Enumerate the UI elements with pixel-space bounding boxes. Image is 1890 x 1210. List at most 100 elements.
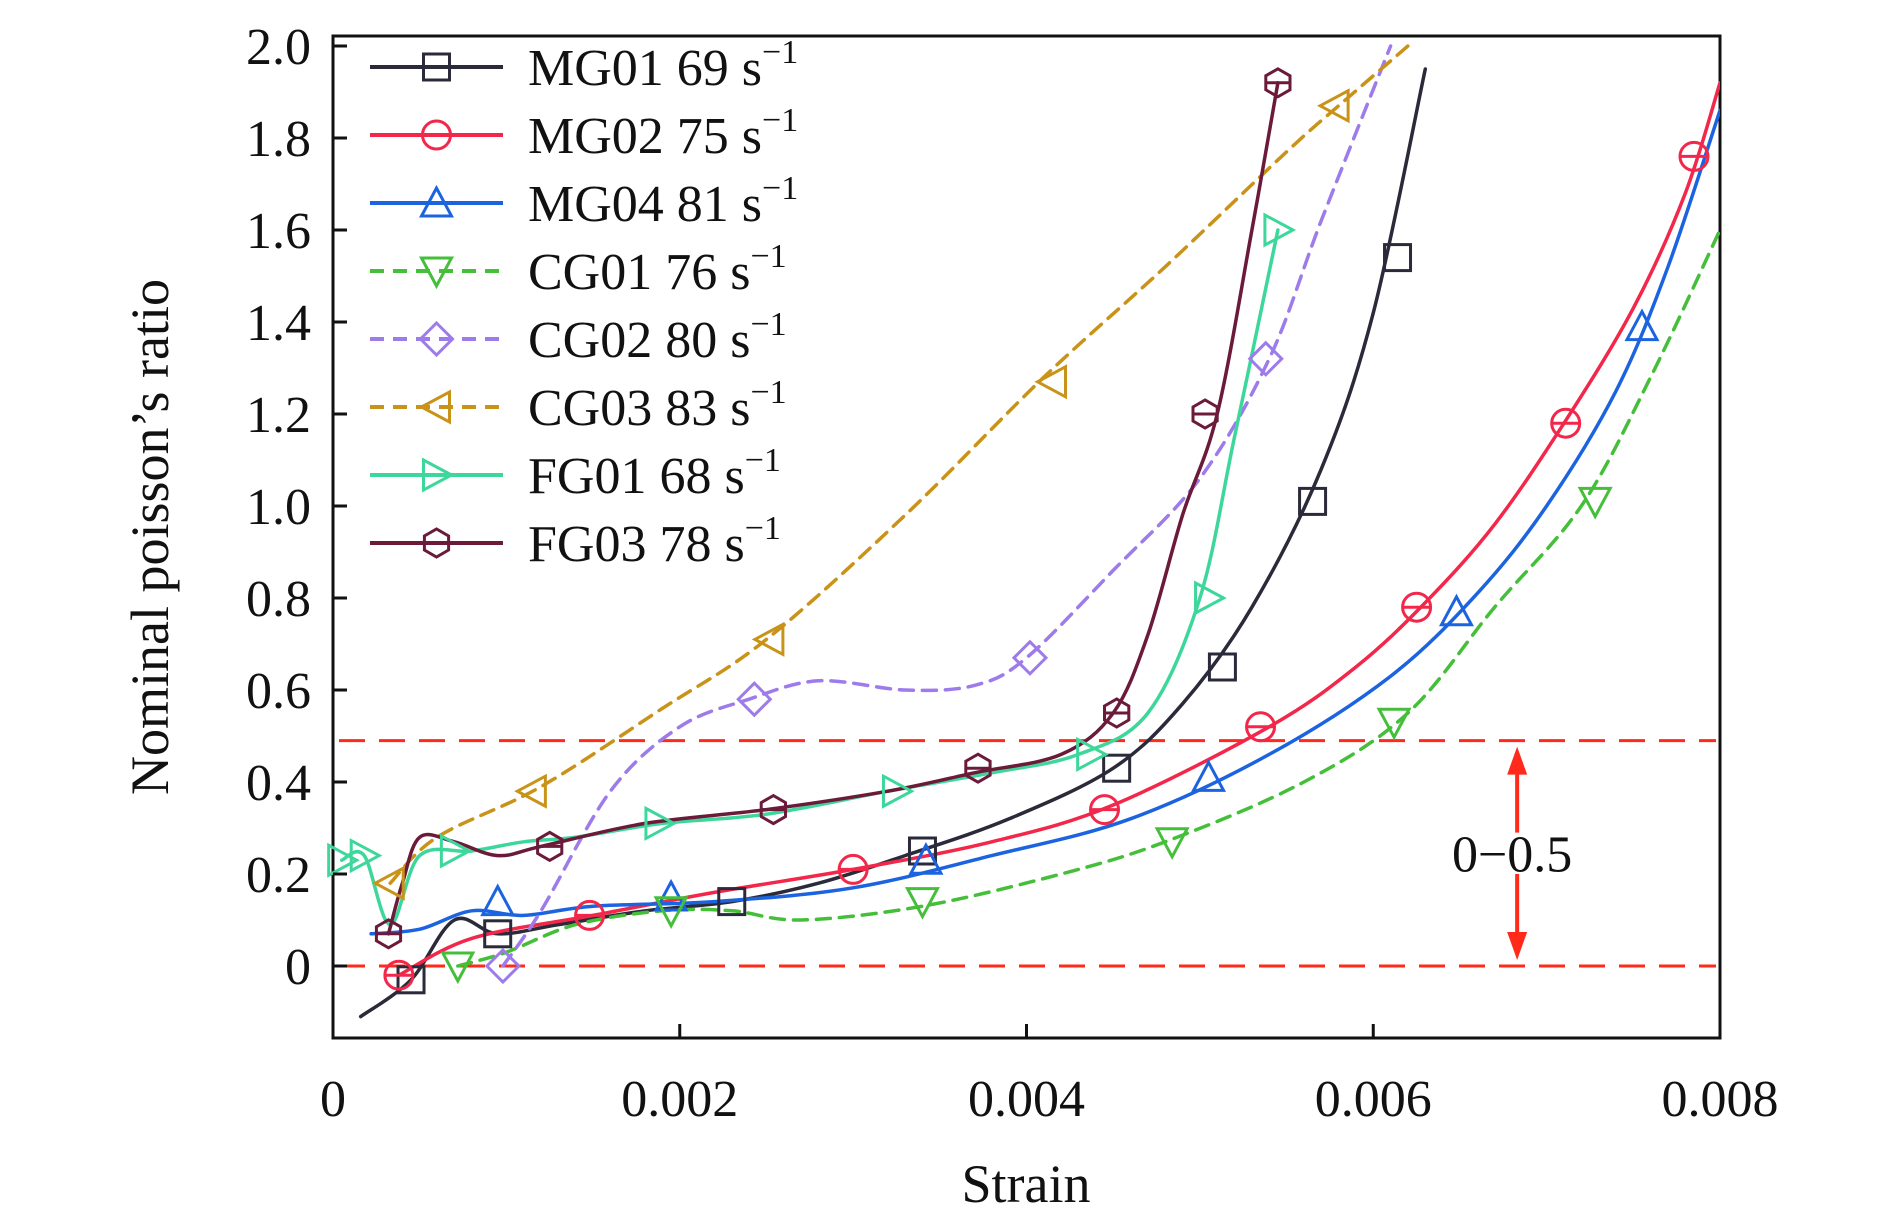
data-point-cg02 <box>484 947 522 985</box>
data-point-cg03 <box>1034 364 1068 400</box>
data-point-mg04 <box>1191 759 1227 792</box>
legend-swatch-marker-mg04 <box>418 184 455 218</box>
x-tick-label: 0.004 <box>968 1071 1085 1128</box>
data-point-cg03 <box>1316 88 1350 124</box>
data-point-fg03 <box>1103 697 1131 729</box>
data-point-mg02 <box>1245 711 1277 743</box>
series-line-mg01 <box>358 67 1428 1019</box>
data-point-mg04 <box>908 842 944 875</box>
y-tick-label: 0.2 <box>246 847 311 904</box>
data-point-mg04 <box>1438 593 1474 627</box>
legend-unit-exponent: −1 <box>745 510 781 547</box>
reference-lines <box>339 739 1716 968</box>
x-tick-label: 0 <box>320 1071 346 1128</box>
data-point-mg01 <box>1298 486 1328 516</box>
data-point-fg03 <box>374 918 403 950</box>
y-axis-title: Nominal poisson’s ratio <box>120 279 180 795</box>
series-line-fg03 <box>386 81 1280 936</box>
data-point-fg01 <box>349 838 383 874</box>
data-point-fg03 <box>536 830 564 863</box>
series-line-fg01 <box>339 228 1280 927</box>
data-point-fg01 <box>439 833 473 869</box>
y-tick-label: 0.4 <box>246 755 311 812</box>
y-tick-label: 2.0 <box>246 19 311 76</box>
x-axis-title: Strain <box>962 1154 1091 1210</box>
data-point-fg03 <box>1264 67 1292 99</box>
data-point-mg01 <box>717 887 747 917</box>
axes-layer: 0 0.002 0.004 0.006 0.008 0 0.2 0.4 0.6 0.8 1.0 1.2… <box>246 19 1779 1128</box>
data-point-mg02 <box>1401 591 1433 623</box>
data-point-mg02 <box>1550 407 1582 439</box>
data-point-cg01 <box>440 951 476 985</box>
data-point-mg01 <box>907 836 937 866</box>
legend-unit-exponent: −1 <box>750 374 786 411</box>
y-tick-label: 1.8 <box>246 111 311 168</box>
data-point-cg01 <box>1154 827 1190 860</box>
legend-label-mg02: MG02 75 s−1 <box>528 102 798 165</box>
legend-swatch-marker-cg02 <box>418 320 455 358</box>
data-point-cg02 <box>1247 340 1284 377</box>
data-point-cg02 <box>1011 639 1049 676</box>
annotation-arrow-up-head <box>1507 746 1528 775</box>
data-point-cg03 <box>514 773 547 809</box>
legend-label-fg03: FG03 78 s−1 <box>528 510 781 573</box>
data-point-fg01 <box>327 842 360 878</box>
annotation-arrow-down-head <box>1507 932 1528 960</box>
x-tick-label: 0.008 <box>1662 1071 1779 1128</box>
data-point-fg01 <box>881 773 915 809</box>
legend-unit-exponent: −1 <box>762 102 798 139</box>
legend-label-cg03: CG03 83 s−1 <box>528 374 787 437</box>
data-point-mg02 <box>837 853 869 885</box>
legend-swatch-marker-cg03 <box>418 389 451 425</box>
legend-swatch-marker-cg01 <box>418 256 455 290</box>
data-point-mg02 <box>574 899 606 931</box>
data-point-fg01 <box>644 805 678 841</box>
legend-label-mg01: MG01 69 s−1 <box>528 34 798 97</box>
data-point-mg02 <box>1678 140 1710 172</box>
data-point-fg03 <box>759 793 787 826</box>
data-point-fg01 <box>1076 736 1109 772</box>
legend-swatch-marker-mg02 <box>421 119 452 151</box>
y-tick-label: 1.0 <box>246 479 311 536</box>
y-tick-label: 1.4 <box>246 295 311 352</box>
data-point-cg03 <box>751 621 785 657</box>
legend-label-mg04: MG04 81 s−1 <box>528 170 798 233</box>
series-line-mg04 <box>369 108 1720 936</box>
y-tick-label: 0.6 <box>246 663 311 720</box>
annotation-label: 0−0.5 <box>1452 826 1572 883</box>
y-tick-label: 0.8 <box>246 571 311 628</box>
legend-unit-exponent: −1 <box>750 238 786 275</box>
data-point-mg04 <box>1624 308 1660 342</box>
data-point-mg04 <box>653 878 689 912</box>
data-point-mg01 <box>483 919 513 949</box>
series-line-cg02 <box>501 44 1393 968</box>
series-line-cg01 <box>456 228 1720 968</box>
data-point-cg02 <box>736 681 773 718</box>
y-tick-label: 1.2 <box>246 387 311 444</box>
legend-unit-exponent: −1 <box>762 170 798 207</box>
data-point-cg01 <box>1577 486 1613 520</box>
data-point-fg01 <box>1263 212 1297 248</box>
data-point-mg04 <box>480 883 516 917</box>
range-annotation: 0−0.5 <box>1452 746 1572 960</box>
legend-unit-exponent: −1 <box>745 442 781 479</box>
legend-swatch-marker-fg01 <box>422 457 455 493</box>
legend-label-cg02: CG02 80 s−1 <box>528 306 787 369</box>
series-line-cg03 <box>388 44 1410 885</box>
y-tick-label: 0 <box>285 939 311 996</box>
data-point-mg01 <box>1383 243 1413 273</box>
x-tick-label: 0.002 <box>621 1071 738 1128</box>
legend-swatch-marker-fg03 <box>422 527 451 559</box>
legend-label-fg01: FG01 68 s−1 <box>528 442 781 505</box>
data-point-mg01 <box>1102 753 1132 783</box>
data-point-cg03 <box>372 865 405 901</box>
data-point-cg01 <box>1376 707 1412 741</box>
legend-unit-exponent: −1 <box>762 34 798 71</box>
data-point-mg02 <box>383 959 415 991</box>
legend-unit-exponent: −1 <box>750 306 786 343</box>
legend-label-cg01: CG01 76 s−1 <box>528 238 787 301</box>
data-point-mg01 <box>1207 652 1237 682</box>
marker-layer <box>327 67 1710 995</box>
data-point-fg03 <box>1191 398 1219 430</box>
